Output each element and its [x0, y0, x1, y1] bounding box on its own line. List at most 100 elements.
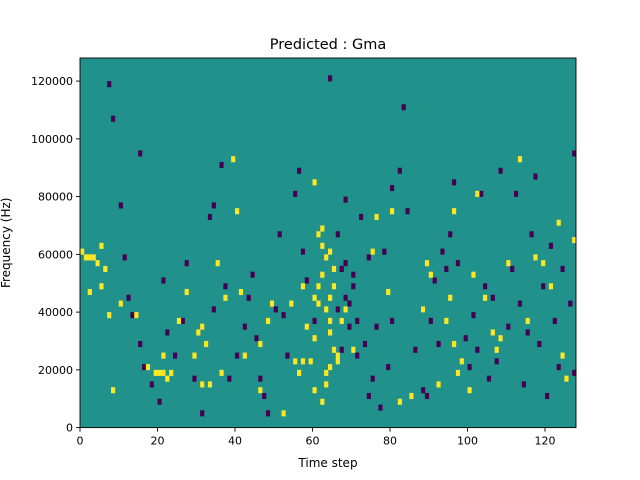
- heatmap-cell-low: [541, 283, 546, 290]
- heatmap-cell-high: [324, 306, 329, 313]
- heatmap-cell-low: [572, 369, 577, 376]
- y-tick-label: 60000: [38, 248, 73, 261]
- heatmap-cell-high: [467, 387, 472, 394]
- heatmap-cell-low: [444, 265, 449, 272]
- heatmap-cell-low: [157, 398, 162, 405]
- heatmap-cell-high: [374, 213, 379, 221]
- heatmap-cell-low: [328, 75, 333, 82]
- heatmap-cell-low: [471, 312, 476, 319]
- heatmap-cell-high: [328, 317, 333, 324]
- heatmap-cell-low: [390, 317, 395, 324]
- heatmap-cell-low: [432, 277, 437, 284]
- heatmap-cell-low: [467, 364, 472, 371]
- heatmap-cell-low: [258, 375, 263, 382]
- heatmap-cell-low: [142, 364, 147, 371]
- heatmap-cell-low: [300, 248, 306, 255]
- heatmap-cell-high: [409, 392, 414, 400]
- heatmap-cell-high: [370, 248, 375, 255]
- y-tick-label: 120000: [31, 75, 73, 88]
- heatmap-cell-high: [316, 300, 321, 307]
- heatmap-cell-low: [281, 312, 286, 319]
- heatmap-cell-low: [277, 231, 282, 238]
- heatmap-cell-low: [180, 317, 185, 324]
- y-tick-label: 0: [66, 422, 73, 435]
- heatmap-cell-high: [390, 208, 395, 215]
- heatmap-cell-low: [390, 185, 395, 192]
- heatmap-cell-high: [564, 375, 569, 382]
- heatmap-cell-low: [165, 329, 170, 336]
- heatmap-cell-high: [436, 381, 441, 388]
- heatmap-cell-low: [254, 335, 259, 342]
- chart-title: Predicted : Gma: [270, 37, 386, 53]
- heatmap-cell-low: [343, 196, 348, 203]
- heatmap-cell-low: [359, 213, 364, 221]
- heatmap-cell-low: [173, 352, 178, 359]
- heatmap-cell-high: [316, 231, 321, 238]
- heatmap-cell-high: [421, 306, 426, 313]
- heatmap-cell-low: [382, 248, 387, 255]
- heatmap-cell-low: [161, 277, 166, 284]
- heatmap-cell-high: [297, 369, 302, 376]
- heatmap-cell-low: [397, 167, 402, 174]
- heatmap-cell-high: [459, 358, 464, 365]
- heatmap-cell-low: [405, 208, 410, 215]
- heatmap-cell-low: [262, 392, 267, 400]
- heatmap-cell-low: [122, 254, 127, 261]
- heatmap-cell-high: [80, 248, 85, 255]
- heatmap-cell-low: [285, 352, 290, 359]
- heatmap-cell-low: [343, 294, 348, 301]
- heatmap-cell-high: [312, 335, 317, 342]
- heatmap-cell-low: [138, 340, 143, 348]
- heatmap-cell-low: [463, 335, 468, 342]
- heatmap-cell-low: [525, 329, 530, 336]
- heatmap-cell-high: [335, 358, 340, 365]
- y-tick-label: 40000: [38, 306, 73, 319]
- heatmap-cell-low: [347, 323, 352, 330]
- heatmap-cell-high: [324, 381, 329, 388]
- heatmap-cell-low: [246, 294, 251, 301]
- heatmap-cell-low: [378, 404, 383, 411]
- heatmap-cell-high: [483, 294, 488, 301]
- heatmap-cell-low: [266, 410, 271, 417]
- heatmap-cell-low: [347, 300, 352, 307]
- heatmap-cell-low: [273, 306, 278, 313]
- heatmap-cell-high: [312, 387, 317, 394]
- heatmap-cell-high: [258, 387, 263, 394]
- heatmap-cell-low: [211, 202, 216, 209]
- heatmap-cell-low: [386, 364, 391, 371]
- heatmap-cell-high: [169, 369, 174, 376]
- heatmap-cell-high: [308, 358, 313, 365]
- heatmap-cell-high: [328, 294, 333, 301]
- heatmap-cell-high: [324, 254, 329, 261]
- heatmap-cell-high: [320, 242, 325, 249]
- heatmap-cell-high: [204, 340, 209, 348]
- heatmap-cell-low: [568, 300, 573, 307]
- heatmap-cell-low: [537, 340, 542, 348]
- heatmap-cell-low: [200, 410, 205, 417]
- heatmap-cell-high: [328, 329, 333, 336]
- heatmap-cell-low: [335, 306, 340, 313]
- heatmap-cell-low: [297, 167, 302, 174]
- heatmap-cell-high: [99, 283, 104, 290]
- heatmap-cell-low: [506, 323, 511, 330]
- heatmap-cell-low: [370, 375, 375, 382]
- heatmap-cell-high: [107, 312, 112, 319]
- heatmap-cell-low: [118, 202, 123, 209]
- y-axis-label: Frequency (Hz): [0, 198, 13, 288]
- heatmap-cell-high: [231, 156, 236, 163]
- x-tick-label: 120: [535, 435, 556, 448]
- heatmap-cell-high: [196, 329, 201, 336]
- heatmap-cell-low: [343, 260, 348, 267]
- x-tick-label: 60: [306, 435, 320, 448]
- heatmap-cell-high: [525, 317, 530, 324]
- heatmap-cell-low: [401, 104, 406, 111]
- heatmap-cell-high: [176, 317, 182, 324]
- heatmap-cell-high: [475, 190, 480, 197]
- heatmap-cell-high: [312, 294, 317, 301]
- heatmap-cell-low: [545, 392, 550, 400]
- plot-frame: [79, 57, 577, 429]
- heatmap-cell-low: [490, 294, 495, 301]
- heatmap-cell-low: [293, 190, 298, 197]
- heatmap-cell-high: [118, 300, 123, 307]
- heatmap-cell-low: [421, 387, 426, 394]
